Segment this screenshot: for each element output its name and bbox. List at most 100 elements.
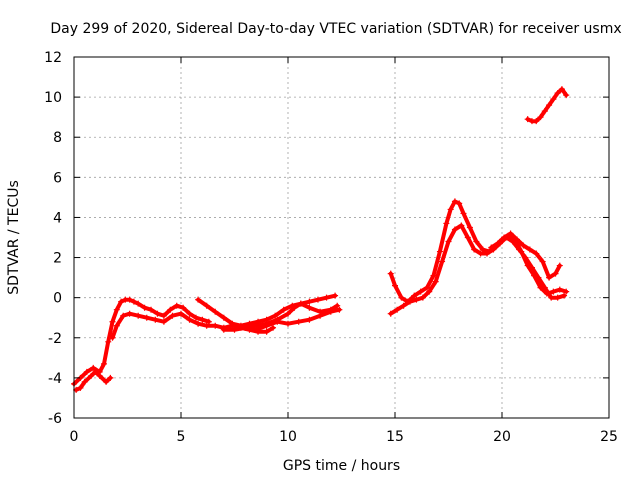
y-axis-title: SDTVAR / TECUs bbox=[6, 180, 22, 295]
data-point bbox=[451, 226, 458, 233]
data-point bbox=[432, 278, 439, 285]
plot-frame bbox=[73, 56, 610, 419]
data-point bbox=[400, 302, 407, 309]
y-tick-label: -4 bbox=[48, 371, 62, 387]
data-point bbox=[554, 294, 561, 301]
data-point bbox=[332, 292, 339, 299]
y-tick-label: -6 bbox=[48, 411, 62, 427]
data-point bbox=[477, 250, 484, 257]
data-point bbox=[447, 206, 454, 213]
data-point bbox=[263, 320, 270, 327]
x-tick-label: 5 bbox=[177, 429, 186, 445]
data-point bbox=[285, 310, 291, 317]
data-point bbox=[556, 262, 563, 269]
data-point bbox=[195, 320, 202, 327]
data-point bbox=[387, 310, 394, 317]
data-point bbox=[169, 312, 176, 319]
data-point bbox=[541, 108, 548, 115]
data-point bbox=[195, 296, 202, 303]
data-point bbox=[317, 308, 324, 315]
data-point bbox=[229, 320, 236, 327]
data-point bbox=[460, 210, 467, 217]
y-tick-label: 0 bbox=[53, 291, 62, 307]
data-point bbox=[77, 384, 84, 391]
data-point bbox=[443, 220, 450, 227]
data-point bbox=[107, 374, 114, 381]
x-tick-label: 25 bbox=[600, 429, 618, 445]
data-point bbox=[473, 238, 480, 245]
data-point bbox=[141, 304, 148, 311]
data-point bbox=[563, 288, 570, 295]
y-tick-label: 8 bbox=[53, 130, 62, 146]
data-point bbox=[186, 316, 193, 323]
data-point bbox=[336, 306, 343, 313]
data-point bbox=[135, 300, 142, 307]
data-point bbox=[451, 198, 458, 205]
data-point bbox=[220, 314, 227, 321]
data-point bbox=[252, 322, 259, 329]
data-point bbox=[526, 246, 533, 253]
data-point bbox=[135, 312, 142, 319]
series-group bbox=[71, 296, 212, 387]
data-point bbox=[552, 270, 559, 277]
x-tick-label: 10 bbox=[279, 429, 297, 445]
data-point bbox=[118, 298, 125, 305]
data-point bbox=[173, 302, 180, 309]
data-point bbox=[314, 296, 321, 303]
data-point bbox=[406, 298, 413, 305]
data-point bbox=[533, 118, 540, 125]
x-tick-label: 0 bbox=[70, 429, 79, 445]
axis-ticks: 0 5 10 15 20 25 -6 -4 -2 0 2 4 6 8 10 12 bbox=[44, 50, 618, 445]
data-point bbox=[212, 322, 219, 329]
data-point bbox=[556, 286, 563, 293]
data-point bbox=[90, 364, 97, 371]
series-group bbox=[242, 300, 341, 331]
data-point bbox=[541, 284, 548, 291]
data-point bbox=[456, 200, 463, 207]
data-point bbox=[103, 378, 110, 385]
data-point bbox=[192, 314, 199, 321]
data-point bbox=[426, 288, 433, 295]
data-point bbox=[513, 236, 520, 243]
data-point bbox=[180, 304, 187, 311]
data-point bbox=[274, 316, 281, 323]
data-point bbox=[419, 294, 426, 301]
data-point bbox=[263, 328, 270, 335]
series-group bbox=[387, 222, 568, 317]
data-point bbox=[387, 270, 394, 277]
data-point bbox=[520, 242, 527, 249]
data-point bbox=[466, 224, 473, 231]
x-tick-label: 15 bbox=[386, 429, 404, 445]
x-axis-title: GPS time / hours bbox=[283, 458, 400, 474]
y-tick-label: 2 bbox=[53, 251, 62, 267]
data-point bbox=[306, 304, 313, 311]
data-point bbox=[554, 90, 561, 97]
x-tick-label: 20 bbox=[493, 429, 511, 445]
data-point bbox=[306, 316, 313, 323]
data-point bbox=[199, 316, 206, 323]
data-point bbox=[130, 298, 137, 305]
y-tick-label: 12 bbox=[44, 50, 62, 66]
data-point bbox=[561, 292, 568, 299]
data-point bbox=[424, 284, 431, 291]
data-point bbox=[120, 312, 127, 319]
data-point bbox=[394, 306, 401, 313]
data-point bbox=[148, 306, 155, 313]
data-point bbox=[411, 292, 418, 299]
data-point bbox=[392, 282, 398, 289]
data-point bbox=[126, 296, 133, 303]
data-point bbox=[143, 314, 150, 321]
data-point bbox=[533, 250, 540, 257]
y-tick-label: 10 bbox=[44, 90, 62, 106]
data-point bbox=[113, 322, 120, 329]
data-point bbox=[522, 254, 529, 261]
data-point bbox=[516, 246, 523, 253]
data-point bbox=[105, 338, 112, 345]
data-point bbox=[285, 320, 291, 327]
data-point bbox=[507, 230, 514, 237]
data-point bbox=[323, 294, 330, 301]
data-point bbox=[558, 86, 565, 93]
data-point bbox=[154, 310, 161, 317]
data-point bbox=[546, 274, 553, 281]
series-group bbox=[524, 86, 570, 125]
